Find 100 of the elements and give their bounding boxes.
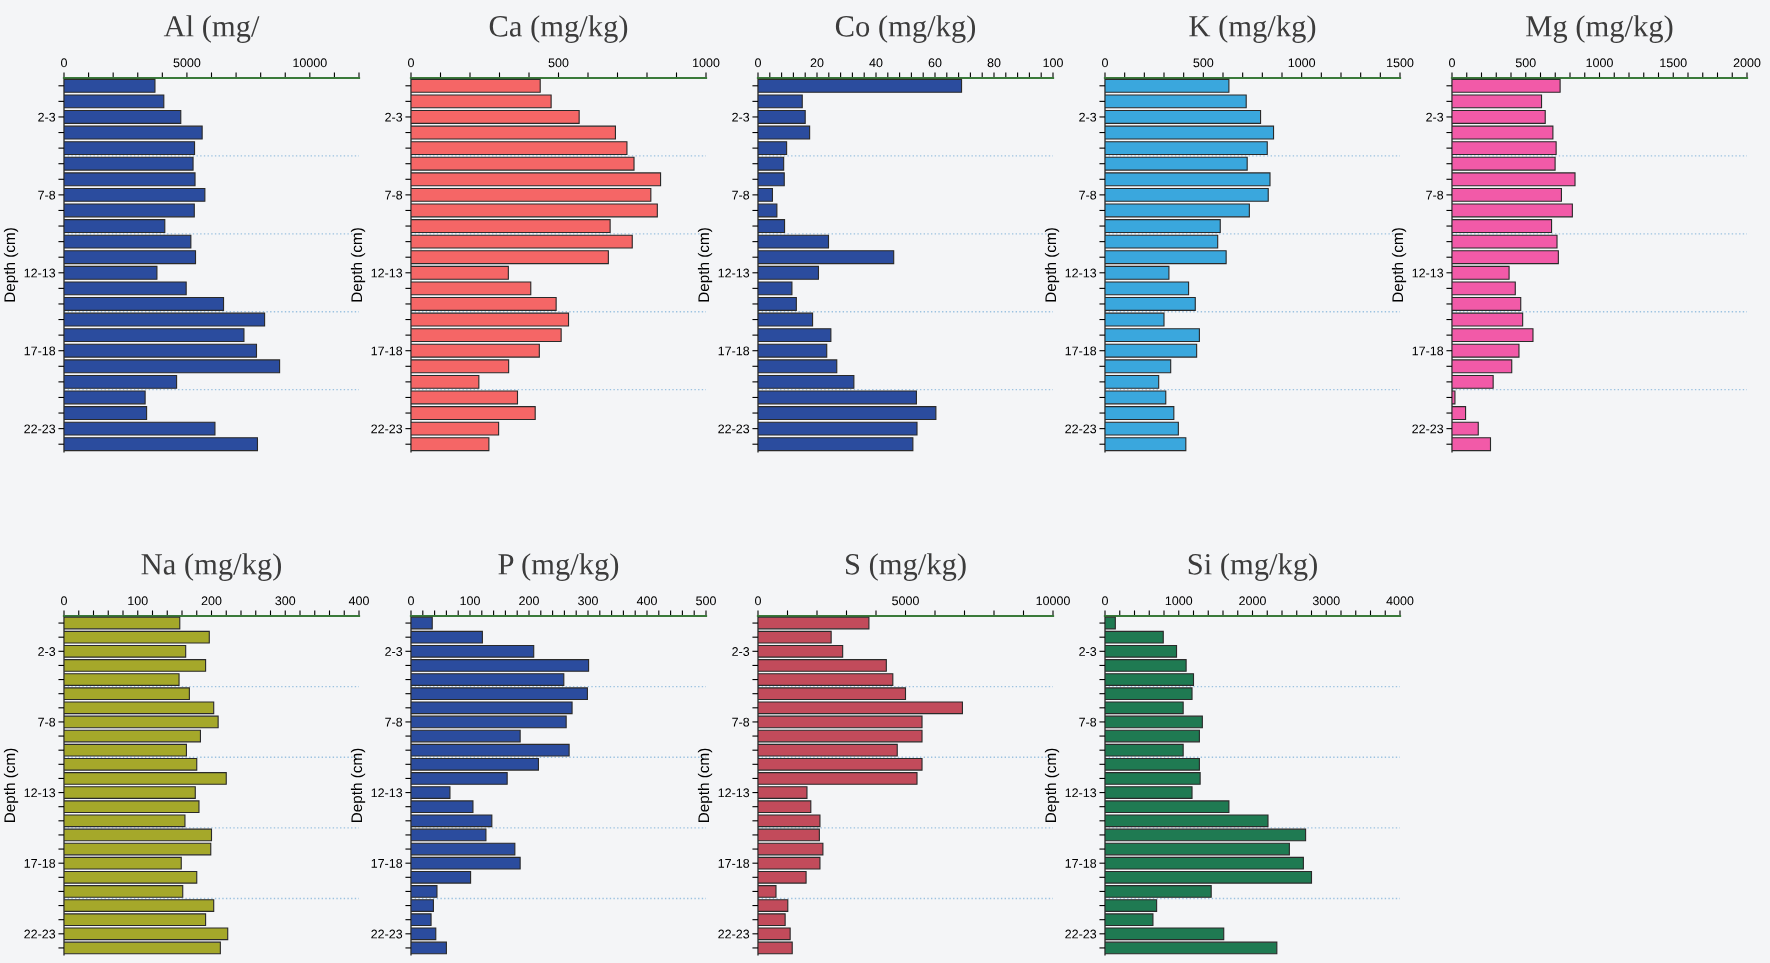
chart-title: P (mg/kg) [498, 553, 619, 581]
x-tick-label: 1500 [1660, 58, 1687, 68]
x-tick-label: 500 [548, 58, 569, 68]
x-tick-label: 1000 [1586, 58, 1613, 68]
x-tick-label: 300 [578, 596, 598, 606]
y-tick-label: 17-18 [718, 346, 750, 356]
x-tick-label: 1000 [693, 58, 720, 68]
y-axis-title: Depth (cm) [3, 748, 19, 823]
x-tick-label: 2000 [1733, 58, 1761, 68]
x-tick-label: 100 [1043, 58, 1063, 68]
y-tick-label: 2-3 [385, 112, 403, 122]
y-tick-label: 22-23 [371, 424, 403, 434]
chart-title: Si (mg/kg) [1188, 553, 1317, 581]
y-tick-label: 22-23 [371, 929, 403, 939]
bar [411, 297, 557, 311]
y-tick-label: 12-13 [1065, 268, 1097, 278]
bar [758, 406, 937, 420]
bar [1105, 110, 1262, 124]
bar [1452, 297, 1522, 311]
y-tick-label: 12-13 [1412, 268, 1444, 278]
y-tick-label: 12-13 [24, 268, 56, 278]
chart-title: Ca (mg/kg) [489, 15, 628, 43]
y-tick-label: 12-13 [371, 788, 403, 798]
y-tick-label: 17-18 [24, 858, 56, 868]
y-tick-label: 7-8 [38, 190, 56, 200]
x-tick-label: 10000 [1036, 596, 1070, 606]
y-tick-label: 17-18 [371, 346, 403, 356]
y-tick-label: 22-23 [718, 424, 750, 434]
chart-title: Mg (mg/kg) [1526, 15, 1673, 43]
y-tick-label: 22-23 [1065, 929, 1097, 939]
x-tick-label: 0 [1449, 58, 1455, 68]
y-tick-label: 12-13 [1065, 788, 1097, 798]
y-tick-label: 22-23 [718, 929, 750, 939]
bar [1105, 297, 1196, 311]
y-tick-label: 2-3 [732, 647, 750, 656]
y-tick-label: 12-13 [24, 788, 56, 798]
y-tick-label: 17-18 [371, 858, 403, 868]
y-tick-label: 17-18 [1065, 346, 1097, 356]
y-tick-label: 7-8 [1079, 717, 1097, 727]
x-tick-label: 1000 [1288, 58, 1316, 68]
bar [1452, 406, 1467, 420]
x-tick-label: 0 [755, 58, 761, 68]
y-tick-label: 2-3 [385, 647, 403, 656]
y-tick-label: 2-3 [38, 647, 56, 656]
x-tick-label: 200 [201, 596, 222, 606]
x-tick-label: 300 [275, 596, 296, 606]
x-tick-label: 20 [810, 58, 824, 68]
y-axis-title: Depth (cm) [1391, 228, 1407, 302]
y-tick-label: 17-18 [1065, 858, 1097, 868]
x-tick-label: 100 [460, 596, 480, 606]
chart-title: Al (mg/ [163, 15, 260, 43]
y-tick-label: 17-18 [1412, 346, 1444, 356]
y-tick-label: 2-3 [38, 112, 56, 122]
x-tick-label: 1500 [1387, 58, 1414, 68]
y-axis-title: Depth (cm) [350, 748, 366, 823]
bar [758, 110, 806, 124]
y-tick-label: 2-3 [1079, 647, 1097, 656]
y-axis-title: Depth (cm) [3, 228, 19, 302]
bar [64, 110, 182, 124]
bar [64, 219, 166, 233]
y-tick-label: 12-13 [718, 268, 750, 278]
x-tick-label: 500 [1515, 58, 1536, 68]
bar [758, 219, 786, 233]
y-axis-title: Depth (cm) [1044, 748, 1060, 823]
x-tick-label: 0 [61, 596, 67, 606]
y-tick-label: 17-18 [718, 858, 750, 868]
y-tick-label: 22-23 [24, 929, 56, 939]
chart-title: S (mg/kg) [846, 553, 966, 581]
x-tick-label: 400 [636, 596, 657, 606]
y-tick-label: 12-13 [371, 268, 403, 278]
bar [64, 297, 225, 311]
bar [1452, 110, 1546, 124]
x-tick-label: 3000 [1312, 596, 1340, 606]
y-tick-label: 17-18 [24, 346, 56, 356]
chart-title: K (mg/kg) [1189, 15, 1316, 43]
bar [1452, 219, 1553, 233]
bar [1105, 219, 1221, 233]
y-tick-label: 22-23 [24, 424, 56, 434]
y-tick-label: 22-23 [1065, 424, 1097, 434]
x-tick-label: 0 [408, 596, 414, 606]
x-tick-label: 10000 [293, 58, 327, 68]
y-tick-label: 2-3 [1079, 112, 1097, 122]
bar [411, 110, 580, 124]
x-tick-label: 2000 [1239, 596, 1266, 606]
x-tick-label: 40 [869, 58, 883, 68]
x-tick-label: 0 [1102, 58, 1108, 68]
y-tick-label: 7-8 [1079, 190, 1097, 200]
x-tick-label: 5000 [892, 596, 919, 606]
y-tick-label: 12-13 [718, 788, 750, 798]
x-tick-label: 0 [1102, 596, 1108, 606]
y-tick-label: 7-8 [385, 190, 403, 200]
chart-title: Co (mg/kg) [835, 15, 976, 43]
y-tick-label: 7-8 [385, 717, 403, 727]
x-tick-label: 0 [755, 596, 761, 606]
x-tick-label: 500 [1193, 58, 1214, 68]
y-tick-label: 7-8 [732, 717, 750, 727]
x-tick-label: 0 [408, 58, 414, 68]
y-axis-title: Depth (cm) [697, 228, 713, 302]
x-tick-label: 60 [928, 58, 942, 68]
bar [411, 219, 611, 233]
